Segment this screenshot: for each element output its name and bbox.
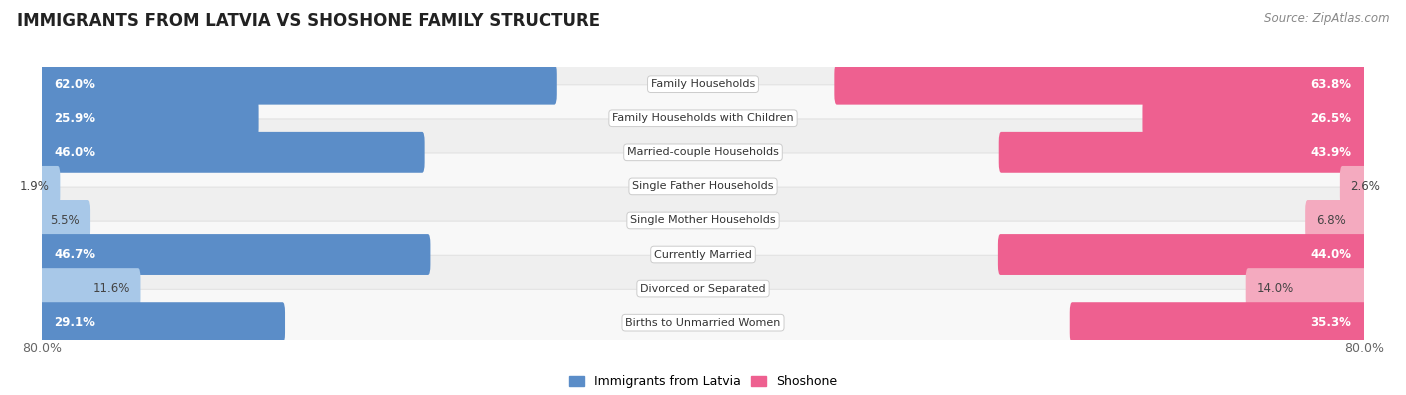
FancyBboxPatch shape xyxy=(39,166,60,207)
Text: 5.5%: 5.5% xyxy=(49,214,79,227)
Text: 26.5%: 26.5% xyxy=(1310,112,1351,125)
Text: 11.6%: 11.6% xyxy=(93,282,129,295)
FancyBboxPatch shape xyxy=(1246,268,1367,309)
Legend: Immigrants from Latvia, Shoshone: Immigrants from Latvia, Shoshone xyxy=(564,371,842,393)
FancyBboxPatch shape xyxy=(42,85,1364,152)
Text: 43.9%: 43.9% xyxy=(1310,146,1351,159)
Text: 2.6%: 2.6% xyxy=(1351,180,1381,193)
Text: Married-couple Households: Married-couple Households xyxy=(627,147,779,157)
Text: 46.0%: 46.0% xyxy=(55,146,96,159)
FancyBboxPatch shape xyxy=(834,64,1367,105)
FancyBboxPatch shape xyxy=(42,187,1364,254)
FancyBboxPatch shape xyxy=(1340,166,1367,207)
Text: Currently Married: Currently Married xyxy=(654,250,752,260)
FancyBboxPatch shape xyxy=(1305,200,1367,241)
Text: 35.3%: 35.3% xyxy=(1310,316,1351,329)
FancyBboxPatch shape xyxy=(39,64,557,105)
Text: 14.0%: 14.0% xyxy=(1257,282,1294,295)
FancyBboxPatch shape xyxy=(39,302,285,343)
FancyBboxPatch shape xyxy=(1143,98,1367,139)
FancyBboxPatch shape xyxy=(39,268,141,309)
FancyBboxPatch shape xyxy=(39,200,90,241)
FancyBboxPatch shape xyxy=(42,221,1364,288)
Text: 46.7%: 46.7% xyxy=(55,248,96,261)
FancyBboxPatch shape xyxy=(39,98,259,139)
Text: 6.8%: 6.8% xyxy=(1316,214,1346,227)
FancyBboxPatch shape xyxy=(42,119,1364,186)
Text: Single Father Households: Single Father Households xyxy=(633,181,773,192)
FancyBboxPatch shape xyxy=(42,289,1364,356)
Text: 63.8%: 63.8% xyxy=(1310,78,1351,91)
FancyBboxPatch shape xyxy=(998,132,1367,173)
FancyBboxPatch shape xyxy=(42,51,1364,118)
Text: IMMIGRANTS FROM LATVIA VS SHOSHONE FAMILY STRUCTURE: IMMIGRANTS FROM LATVIA VS SHOSHONE FAMIL… xyxy=(17,12,600,30)
Text: 44.0%: 44.0% xyxy=(1310,248,1351,261)
Text: Source: ZipAtlas.com: Source: ZipAtlas.com xyxy=(1264,12,1389,25)
Text: Family Households: Family Households xyxy=(651,79,755,89)
FancyBboxPatch shape xyxy=(1070,302,1367,343)
Text: 1.9%: 1.9% xyxy=(20,180,49,193)
Text: 25.9%: 25.9% xyxy=(55,112,96,125)
FancyBboxPatch shape xyxy=(42,255,1364,322)
FancyBboxPatch shape xyxy=(42,153,1364,220)
FancyBboxPatch shape xyxy=(998,234,1367,275)
FancyBboxPatch shape xyxy=(39,234,430,275)
FancyBboxPatch shape xyxy=(39,132,425,173)
Text: 29.1%: 29.1% xyxy=(55,316,96,329)
Text: Single Mother Households: Single Mother Households xyxy=(630,215,776,226)
Text: Family Households with Children: Family Households with Children xyxy=(612,113,794,123)
Text: 62.0%: 62.0% xyxy=(55,78,96,91)
Text: Births to Unmarried Women: Births to Unmarried Women xyxy=(626,318,780,328)
Text: Divorced or Separated: Divorced or Separated xyxy=(640,284,766,293)
